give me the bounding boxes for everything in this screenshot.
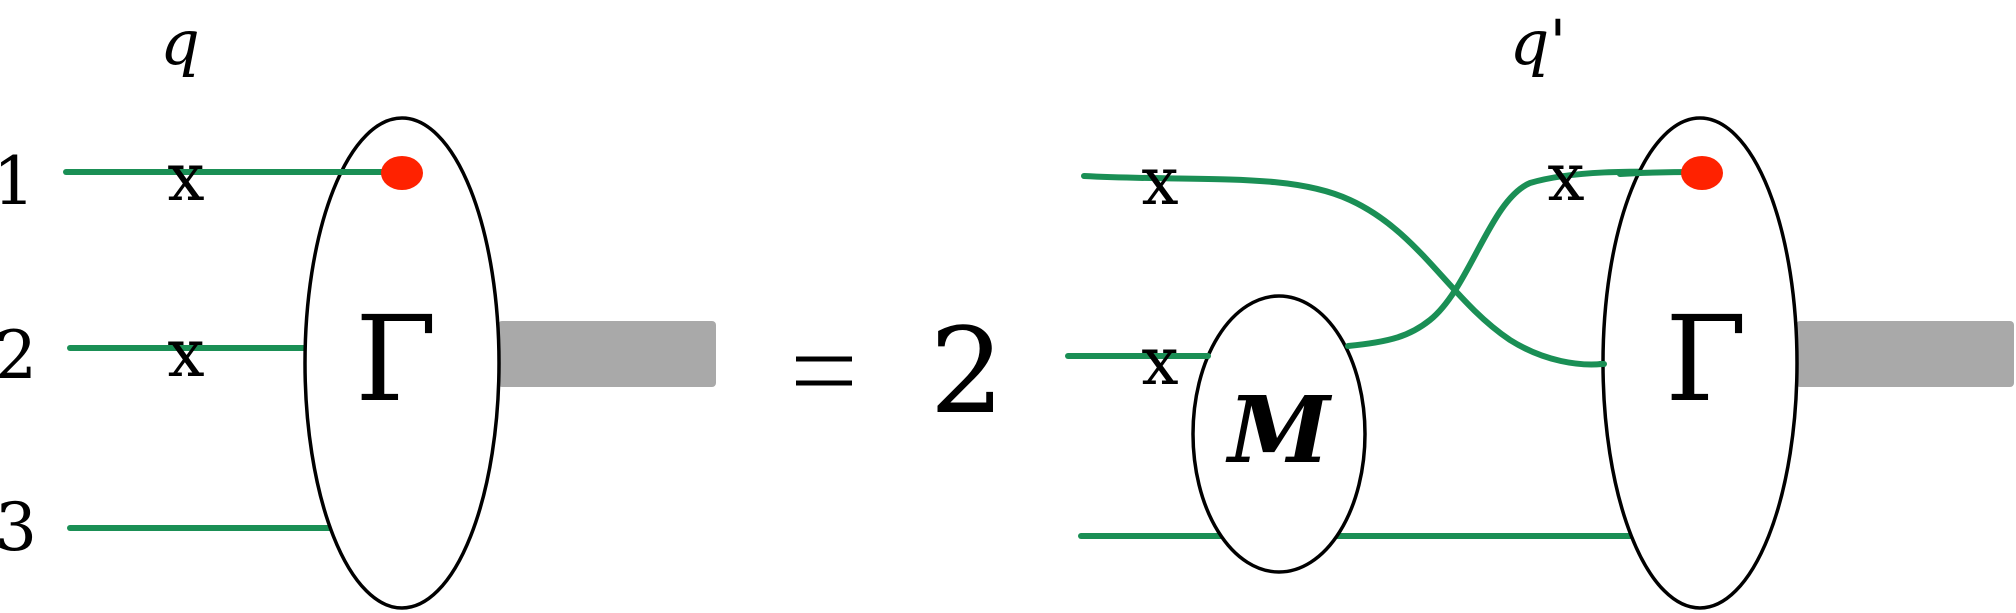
left-momentum-label: q: [160, 6, 200, 79]
left-marker-dot: [381, 156, 423, 190]
left-vertex-label: Γ: [355, 290, 437, 428]
left-outgoing-bar: [498, 321, 716, 387]
line-label-3: 3: [0, 489, 37, 566]
right-vertex-label: Γ: [1665, 290, 1747, 428]
right-marker-dot: [1681, 156, 1723, 190]
left-diagram: q 1 2 3 x x Γ: [0, 6, 716, 610]
left-cross-mark-2: x: [167, 315, 204, 392]
right-momentum-label: q': [1510, 6, 1567, 79]
left-cross-mark-1: x: [167, 139, 204, 216]
line-label-2: 2: [0, 317, 37, 394]
equation: 2: [796, 302, 1005, 440]
line-label-1: 1: [0, 143, 35, 220]
right-cross-mark-2: x: [1141, 323, 1178, 400]
left-vertex-ellipse: [303, 116, 501, 610]
right-line-upper-crossing: [1081, 173, 1605, 368]
right-diagram: q' x x x M Γ: [1065, 6, 2014, 610]
right-cross-mark-3: x: [1547, 139, 1584, 216]
coefficient: 2: [929, 302, 1004, 440]
kernel-ellipse: [1191, 294, 1367, 574]
right-outgoing-bar: [1796, 321, 2014, 387]
right-cross-mark-1: x: [1141, 143, 1178, 220]
kernel-label: M: [1225, 376, 1333, 484]
